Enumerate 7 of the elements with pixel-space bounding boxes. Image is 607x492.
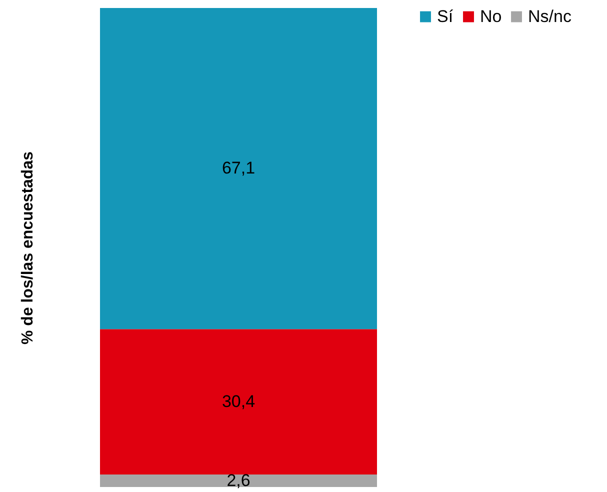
legend-label: Ns/nc: [528, 6, 572, 26]
y-axis-title: % de los/las encuestadas: [20, 151, 36, 344]
data-label: 30,4: [222, 392, 256, 411]
data-label: 67,1: [222, 158, 256, 178]
data-label: 2,6: [226, 470, 250, 490]
legend-label: Sí: [437, 6, 454, 26]
legend-label: No: [480, 6, 502, 26]
